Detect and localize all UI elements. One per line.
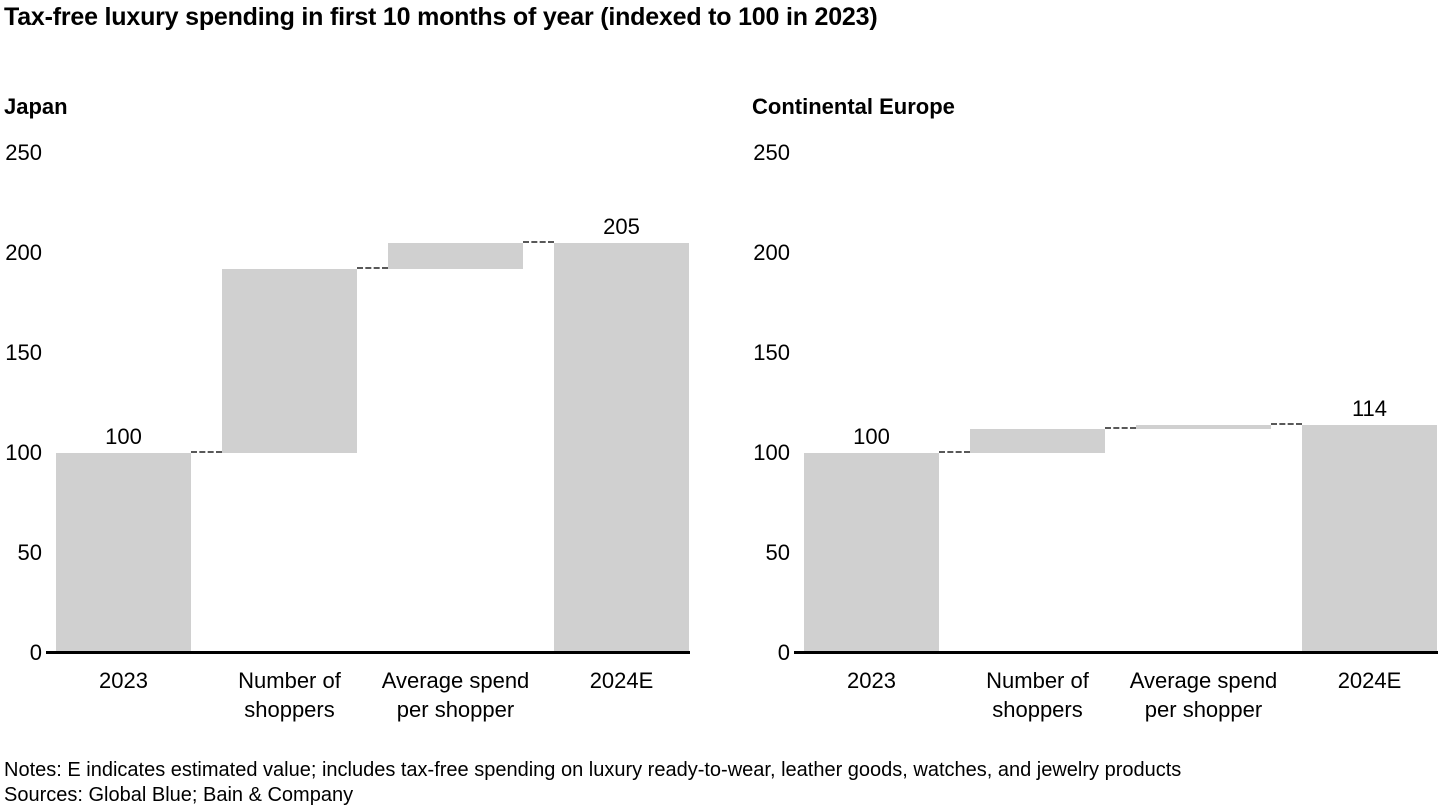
waterfall-connector-line: [523, 241, 554, 243]
y-tick-label: 0: [29, 640, 42, 665]
y-tick-label: 200: [5, 240, 42, 265]
bar-value-label: 205: [603, 214, 640, 239]
y-tick-label: 100: [753, 440, 790, 465]
x-category-label-line: shoppers: [244, 697, 335, 722]
page-title: Tax-free luxury spending in first 10 mon…: [4, 3, 878, 31]
x-category-label: Number of shoppers: [954, 666, 1121, 724]
y-tick-label: 200: [753, 240, 790, 265]
x-category-label: Number of shoppers: [206, 666, 373, 724]
bar-2023: [804, 453, 939, 653]
bar-value-label: 114: [1351, 396, 1388, 421]
chart-panel-continental-europe: Continental Europe 250 200 150 100 50 0 100 114…: [748, 90, 1440, 740]
chart-title: Japan: [4, 94, 68, 119]
x-category-label-line: 2023: [99, 668, 148, 693]
x-category-label: 2023: [40, 666, 207, 695]
x-category-label-line: 2023: [847, 668, 896, 693]
x-category-label-line: per shopper: [1144, 697, 1263, 722]
bar-2023: [56, 453, 191, 653]
waterfall-connector-line: [357, 267, 388, 269]
bar-value-label: 100: [105, 424, 142, 449]
x-axis-line: [46, 651, 690, 654]
bar-average-spend-per-shopper: [388, 243, 523, 269]
y-tick-label: 250: [5, 140, 42, 165]
notes-text: Notes: E indicates estimated value; incl…: [4, 759, 1182, 781]
x-category-label-line: Number of: [238, 668, 341, 693]
x-category-label: 2023: [788, 666, 955, 695]
x-axis-line: [794, 651, 1438, 654]
x-category-label-line: 2024E: [1337, 668, 1402, 693]
waterfall-connector-line: [1105, 427, 1136, 429]
x-category-label: 2024E: [1286, 666, 1440, 695]
bar-number-of-shoppers: [222, 269, 357, 453]
waterfall-connector-line: [191, 451, 222, 453]
chart-panel-japan: Japan 250 200 150 100 50 0 100 205 2023 Number of…: [0, 90, 700, 740]
y-tick-label: 50: [17, 540, 42, 565]
y-tick-label: 50: [765, 540, 790, 565]
bar-2024e: [554, 243, 689, 653]
waterfall-connector-line: [1271, 423, 1302, 425]
chart-title: Continental Europe: [752, 94, 955, 119]
x-category-label: 2024E: [538, 666, 705, 695]
x-category-label-line: Average spend: [381, 668, 530, 693]
x-category-label-line: Average spend: [1129, 668, 1278, 693]
bar-2024e: [1302, 425, 1437, 653]
waterfall-connector-line: [939, 451, 970, 453]
sources-text: Sources: Global Blue; Bain & Company: [4, 784, 354, 806]
x-category-label: Average spend per shopper: [372, 666, 539, 724]
y-tick-label: 100: [5, 440, 42, 465]
x-category-label-line: Number of: [986, 668, 1089, 693]
x-category-label-line: per shopper: [396, 697, 515, 722]
bar-number-of-shoppers: [970, 429, 1105, 453]
x-category-label: Average spend per shopper: [1120, 666, 1287, 724]
y-tick-label: 0: [777, 640, 790, 665]
y-tick-label: 250: [753, 140, 790, 165]
footnotes: Notes: E indicates estimated value; incl…: [4, 758, 1181, 808]
y-tick-label: 150: [5, 340, 42, 365]
x-category-label-line: 2024E: [589, 668, 654, 693]
x-category-label-line: shoppers: [992, 697, 1083, 722]
bar-average-spend-per-shopper: [1136, 425, 1271, 429]
y-tick-label: 150: [753, 340, 790, 365]
bar-value-label: 100: [853, 424, 890, 449]
